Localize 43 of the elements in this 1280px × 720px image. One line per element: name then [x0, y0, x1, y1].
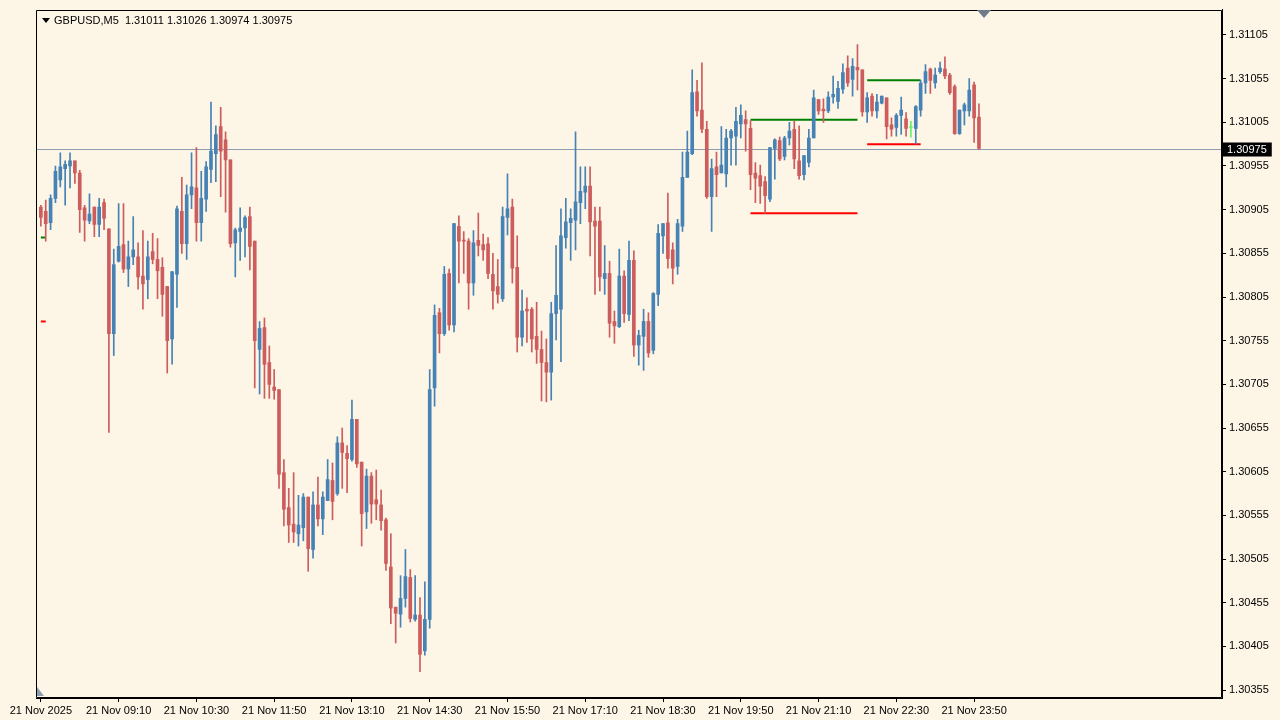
x-tick-label: 21 Nov 21:10: [785, 703, 852, 716]
x-tick-label: 21 Nov 23:50: [941, 703, 1007, 716]
y-tick-label: 1.30355: [1229, 683, 1269, 696]
candlestick: [243, 215, 247, 258]
x-tick-label: 21 Nov 18:30: [630, 703, 696, 716]
y-tick-label: 1.30405: [1229, 639, 1269, 652]
candlestick: [602, 245, 607, 295]
x-tick-label: 21 Nov 13:10: [319, 703, 385, 716]
x-tick-label: 21 Nov 14:30: [396, 703, 463, 716]
y-tick-label: 1.30605: [1229, 464, 1269, 477]
x-tick-label: 21 Nov 09:10: [85, 703, 152, 716]
y-tick-label: 1.30655: [1229, 421, 1269, 434]
y-tick-label: 1.31055: [1229, 71, 1269, 84]
y-tick-label: 1.30505: [1229, 552, 1269, 565]
candlestick: [899, 96, 904, 135]
x-tick-label: 21 Nov 15:50: [474, 703, 541, 716]
y-tick-label: 1.30455: [1229, 595, 1269, 608]
x-tick-label: 21 Nov 17:10: [552, 703, 618, 716]
x-tick-label: 21 Nov 10:30: [163, 703, 230, 716]
candlestick: [909, 121, 913, 138]
x-tick-label: 21 Nov 19:50: [708, 703, 774, 716]
ref-line-label: 1.30975: [1227, 143, 1267, 156]
candlestick: [583, 166, 588, 210]
candlestick: [131, 216, 136, 266]
y-tick-label: 1.30555: [1229, 508, 1269, 521]
y-tick-label: 1.31105: [1229, 27, 1268, 40]
y-tick-label: 1.30755: [1229, 333, 1269, 346]
chart-title: GBPUSD,M5 1.31011 1.31026 1.30974 1.30975: [54, 13, 293, 27]
y-tick-label: 1.30705: [1229, 377, 1269, 390]
y-tick-label: 1.30855: [1229, 246, 1269, 259]
candlestick: [476, 212, 481, 257]
y-tick-label: 1.30805: [1229, 290, 1269, 303]
y-tick-label: 1.30955: [1229, 159, 1269, 172]
candlestick: [340, 427, 345, 489]
candlestick: [495, 259, 500, 304]
x-tick-label: 21 Nov 2025: [9, 703, 73, 716]
candlestick: [345, 445, 349, 494]
y-tick-label: 1.30905: [1229, 202, 1269, 215]
candlestick: [413, 575, 417, 622]
y-tick-label: 1.31005: [1229, 115, 1269, 128]
candlestick: [374, 469, 379, 521]
x-tick-label: 21 Nov 22:30: [863, 703, 930, 716]
x-tick-label: 21 Nov 11:50: [241, 703, 307, 716]
